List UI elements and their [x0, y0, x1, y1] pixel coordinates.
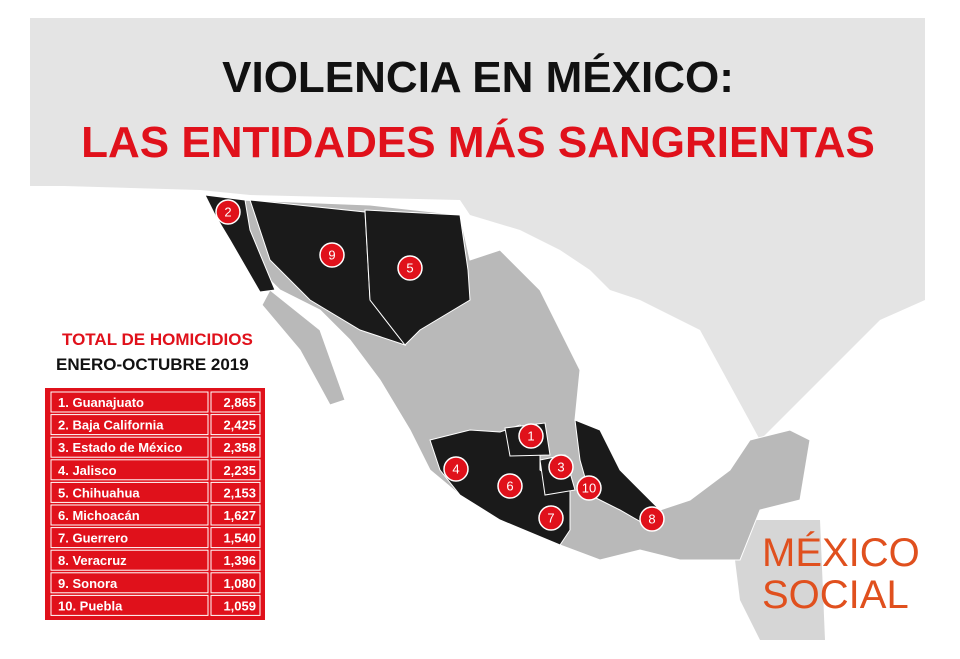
central-america — [730, 520, 825, 640]
usa-land — [30, 185, 925, 440]
homicide-count: 1,627 — [223, 508, 256, 523]
marker-label: 5 — [406, 261, 413, 276]
homicide-count: 2,358 — [223, 440, 256, 455]
marker-dot — [497, 473, 523, 499]
name-cell — [50, 594, 209, 616]
title-line1: VIOLENCIA EN MÉXICO: — [222, 52, 734, 102]
state-name: 2. Baja California — [58, 418, 164, 433]
marker-dot — [548, 454, 574, 480]
state-name: 6. Michoacán — [58, 508, 140, 523]
brand-line2: SOCIAL — [762, 573, 909, 617]
table-title: TOTAL DE HOMICIDIOS — [62, 330, 253, 349]
name-cell — [50, 414, 209, 436]
name-cell — [50, 527, 209, 549]
brand-line1: MÉXICO — [762, 530, 920, 575]
marker-dot — [576, 475, 602, 501]
marker-label: 4 — [452, 462, 459, 477]
value-cell — [210, 414, 261, 436]
homicide-count: 2,865 — [223, 395, 256, 410]
value-cell — [210, 391, 261, 413]
state-name: 9. Sonora — [58, 576, 118, 591]
marker-dot — [215, 199, 241, 225]
value-cell — [210, 549, 261, 571]
state-name: 5. Chihuahua — [58, 485, 140, 500]
state-name: 1. Guanajuato — [58, 395, 144, 410]
marker-label: 9 — [328, 248, 335, 263]
value-cell — [210, 504, 261, 526]
marker-label: 6 — [506, 479, 513, 494]
homicide-count: 1,540 — [223, 531, 256, 546]
marker-label: 1 — [527, 429, 534, 444]
marker-dot — [319, 242, 345, 268]
marker-dot — [397, 255, 423, 281]
value-cell — [210, 481, 261, 503]
name-cell — [50, 549, 209, 571]
table-bg — [45, 388, 265, 620]
marker-label: 2 — [224, 205, 231, 220]
state-name: 7. Guerrero — [58, 531, 128, 546]
marker-label: 10 — [582, 481, 596, 496]
value-cell — [210, 527, 261, 549]
state-name: 4. Jalisco — [58, 463, 117, 478]
table-subtitle: ENERO-OCTUBRE 2019 — [56, 355, 249, 374]
homicide-count: 2,425 — [223, 418, 256, 433]
marker-label: 8 — [648, 512, 655, 527]
state-name: 8. Veracruz — [58, 553, 127, 568]
marker-label: 7 — [547, 511, 554, 526]
title-line2: LAS ENTIDADES MÁS SANGRIENTAS — [81, 117, 875, 167]
name-cell — [50, 436, 209, 458]
state-name: 10. Puebla — [58, 598, 123, 613]
value-cell — [210, 572, 261, 594]
marker-label: 3 — [557, 460, 564, 475]
homicide-count: 1,080 — [223, 576, 256, 591]
name-cell — [50, 459, 209, 481]
name-cell — [50, 391, 209, 413]
value-cell — [210, 459, 261, 481]
homicide-count: 2,153 — [223, 485, 256, 500]
homicide-count: 1,059 — [223, 598, 256, 613]
marker-dot — [443, 456, 469, 482]
marker-dot — [639, 506, 665, 532]
name-cell — [50, 504, 209, 526]
value-cell — [210, 436, 261, 458]
name-cell — [50, 481, 209, 503]
baja-sur — [261, 289, 346, 406]
state-name: 3. Estado de México — [58, 440, 182, 455]
homicide-count: 2,235 — [223, 463, 256, 478]
marker-dot — [518, 423, 544, 449]
header-box — [30, 18, 925, 186]
homicide-count: 1,396 — [223, 553, 256, 568]
marker-dot — [538, 505, 564, 531]
name-cell — [50, 572, 209, 594]
value-cell — [210, 594, 261, 616]
